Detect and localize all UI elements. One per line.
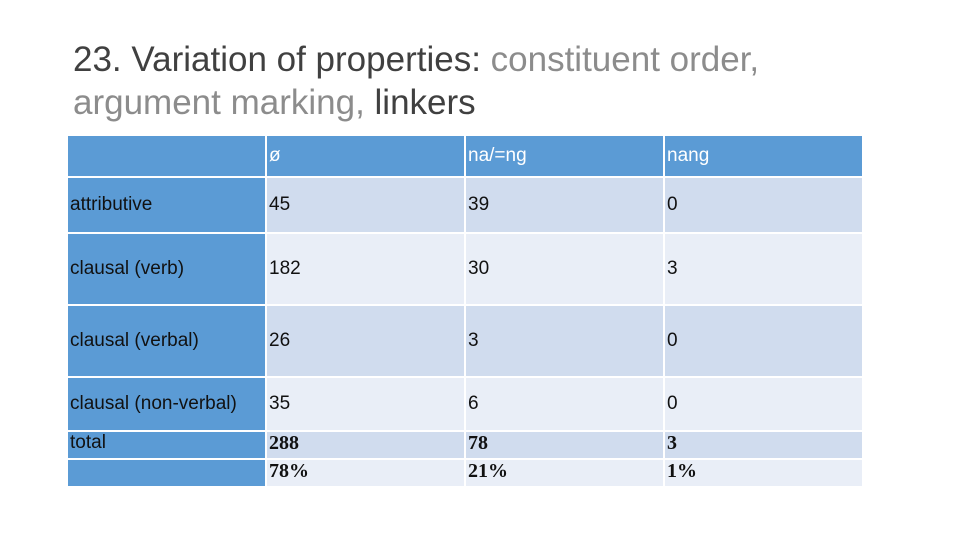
total-count: 288 (265, 430, 466, 460)
row-label: attributive (66, 176, 267, 234)
data-table: ø na/=ng nang attributive 45 39 0 clausa… (66, 134, 864, 488)
cell: 35 (265, 376, 466, 432)
cell: 0 (663, 176, 864, 234)
slide-title: 23. Variation of properties: constituent… (73, 38, 903, 124)
row-label: clausal (non-verbal) (66, 376, 267, 432)
corner-cell (66, 134, 267, 178)
cell: 39 (464, 176, 665, 234)
cell: 182 (265, 232, 466, 306)
total-percent: 1% (663, 458, 864, 488)
header-row: ø na/=ng nang (66, 134, 864, 178)
cell: 26 (265, 304, 466, 378)
cell: 30 (464, 232, 665, 306)
total-count: 3 (663, 430, 864, 460)
row-label: clausal (verb) (66, 232, 267, 306)
total-count: 78 (464, 430, 665, 460)
title-part: 23. Variation of properties: (73, 40, 491, 79)
cell: 0 (663, 376, 864, 432)
cell: 0 (663, 304, 864, 378)
header-cell: na/=ng (464, 134, 665, 178)
total-percent: 21% (464, 458, 665, 488)
cell: 3 (464, 304, 665, 378)
header-cell: nang (663, 134, 864, 178)
row-label: total (66, 430, 267, 460)
title-part: linkers (364, 83, 476, 122)
total-percent-row: 78% 21% 1% (66, 458, 864, 488)
table-row: attributive 45 39 0 (66, 176, 864, 234)
title-highlight: constituent order, argument marking, (73, 40, 760, 122)
blank-cell (66, 458, 267, 488)
header-cell: ø (265, 134, 466, 178)
cell: 6 (464, 376, 665, 432)
table-row: clausal (verb) 182 30 3 (66, 232, 864, 306)
table-row: clausal (verbal) 26 3 0 (66, 304, 864, 378)
total-row: total 288 78 3 (66, 430, 864, 460)
row-label: clausal (verbal) (66, 304, 267, 378)
table-row: clausal (non-verbal) 35 6 0 (66, 376, 864, 432)
cell: 3 (663, 232, 864, 306)
total-percent: 78% (265, 458, 466, 488)
cell: 45 (265, 176, 466, 234)
